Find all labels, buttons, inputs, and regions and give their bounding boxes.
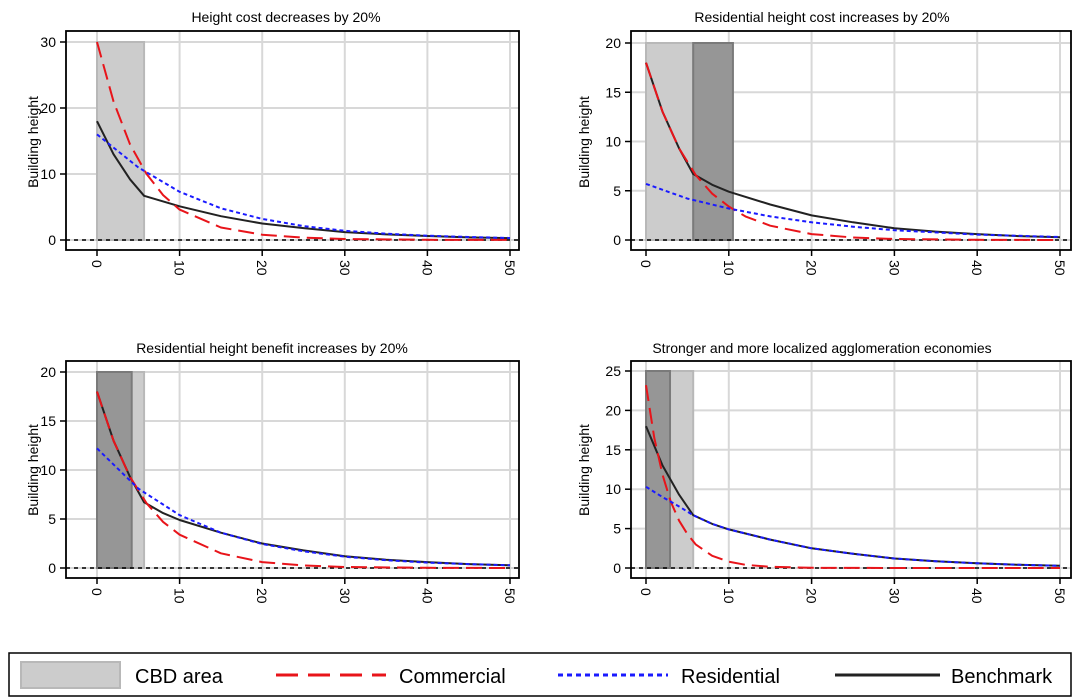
legend-label-benchmark: Benchmark	[951, 666, 1053, 688]
legend-label-residential: Residential	[681, 666, 780, 688]
y-tick-label: 5	[613, 521, 621, 537]
y-axis-label: Building height	[25, 96, 41, 188]
cbd-area-dark	[692, 42, 734, 241]
panel-title: Height cost decreases by 20%	[191, 9, 380, 25]
legend: CBD area Commercial Residential Benchmar…	[8, 652, 1072, 697]
x-tick-label: 0	[638, 588, 654, 596]
panel-3: Residential height benefit increases by …	[25, 340, 408, 516]
legend-label-commercial: Commercial	[399, 666, 506, 688]
series-line-commercial	[96, 41, 511, 241]
x-tick-label: 30	[337, 588, 353, 604]
y-axis-label: Building height	[25, 424, 41, 516]
series-line-residential	[645, 182, 1061, 238]
x-tick-label: 0	[89, 588, 105, 596]
legend-label-cbd: CBD area	[135, 666, 224, 688]
cbd-area-dark	[645, 370, 672, 569]
x-tick-label: 50	[502, 260, 518, 276]
y-tick-label: 20	[605, 35, 621, 51]
panel-2: Residential height cost increases by 20%…	[576, 9, 950, 188]
y-tick-label: 10	[40, 462, 56, 478]
plot-frame	[630, 30, 1072, 251]
plot-2: 0 5 10 15 20 0 10 20 30 40 50	[605, 30, 1072, 276]
y-tick-label: 5	[613, 183, 621, 199]
x-tick-label: 40	[419, 260, 435, 276]
y-tick-label: 15	[605, 84, 621, 100]
x-tick-label: 40	[419, 588, 435, 604]
panel-1: Height cost decreases by 20% Building he…	[25, 9, 381, 188]
panel-title: Residential height cost increases by 20%	[694, 9, 949, 25]
x-tick-label: 20	[254, 588, 270, 604]
series-line-commercial	[645, 62, 1061, 241]
x-tick-label: 30	[886, 588, 902, 604]
y-tick-label: 25	[605, 363, 621, 379]
x-tick-label: 20	[804, 588, 820, 604]
series-line-benchmark	[96, 391, 511, 567]
plot-frame	[65, 30, 520, 251]
x-tick-label: 50	[502, 588, 518, 604]
panel-title: Stronger and more localized agglomeratio…	[652, 340, 991, 356]
y-tick-label: 20	[40, 364, 56, 380]
series-line-benchmark	[96, 120, 511, 240]
y-axis-label: Building height	[576, 96, 592, 188]
y-tick-label: 10	[605, 481, 621, 497]
plot-1: 0 10 20 30 0 10 20 30 40 50	[40, 30, 520, 276]
series-line-commercial	[645, 385, 1060, 569]
x-tick-label: 30	[886, 260, 902, 276]
plot-4: 0 5 10 15 20 25 0 10 20 30 40 50	[605, 360, 1072, 604]
y-tick-label: 0	[613, 232, 621, 248]
panel-title: Residential height benefit increases by …	[136, 340, 408, 356]
x-tick-label: 40	[969, 260, 985, 276]
x-tick-label: 10	[721, 588, 737, 604]
y-tick-label: 10	[605, 134, 621, 150]
x-tick-label: 40	[969, 588, 985, 604]
y-axis-label: Building height	[576, 424, 592, 516]
series-line-residential	[645, 485, 1061, 567]
y-tick-label: 5	[48, 511, 56, 527]
x-tick-label: 50	[1052, 588, 1068, 604]
x-tick-label: 0	[89, 260, 105, 268]
series-line-commercial	[96, 391, 511, 569]
x-tick-label: 10	[172, 260, 188, 276]
y-tick-label: 20	[40, 100, 56, 116]
plot-frame	[630, 360, 1072, 579]
y-tick-label: 15	[605, 442, 621, 458]
y-tick-label: 10	[40, 166, 56, 182]
x-tick-label: 50	[1052, 260, 1068, 276]
y-tick-label: 15	[40, 413, 56, 429]
x-tick-label: 20	[804, 260, 820, 276]
y-tick-label: 0	[613, 560, 621, 576]
x-tick-label: 10	[172, 588, 188, 604]
cbd-area-light	[645, 42, 695, 241]
plot-3: 0 5 10 15 20 0 10 20 30 40 50	[40, 360, 520, 604]
panel-4: Stronger and more localized agglomeratio…	[576, 340, 992, 516]
series-line-residential	[96, 133, 511, 239]
y-tick-label: 0	[48, 560, 56, 576]
y-tick-label: 20	[605, 402, 621, 418]
x-tick-label: 10	[721, 260, 737, 276]
y-tick-label: 0	[48, 232, 56, 248]
series-line-benchmark	[645, 425, 1061, 567]
x-tick-label: 0	[638, 260, 654, 268]
series-line-residential	[96, 447, 511, 567]
legend-swatch-cbd	[20, 661, 121, 689]
y-tick-label: 30	[40, 34, 56, 50]
x-tick-label: 30	[337, 260, 353, 276]
x-tick-label: 20	[254, 260, 270, 276]
